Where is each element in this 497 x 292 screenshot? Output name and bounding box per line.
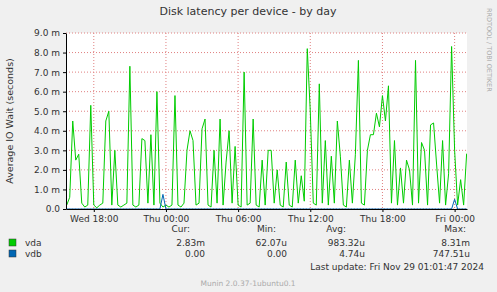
x-tick: Thu 12:00 <box>287 209 334 224</box>
stats-header: Min: <box>257 224 276 234</box>
stats-value: 4.74u <box>339 249 365 259</box>
x-tick-mark <box>455 209 456 212</box>
grid-line-y <box>66 72 467 73</box>
legend: Cur: Min: Avg: Max: vda 2.83m 62.07u 983.32u 8.3… <box>9 224 470 259</box>
grid-line-y <box>66 169 467 170</box>
x-tick: Thu 06:00 <box>215 209 262 224</box>
y-tick-mark <box>63 170 66 171</box>
y-tick-label: 2.0 m <box>34 165 60 175</box>
stats-value: 0.00 <box>267 249 287 259</box>
grid-line-x <box>238 33 239 209</box>
y-tick-label: 5.0 m <box>34 107 60 117</box>
stats-value: 2.83m <box>176 238 205 248</box>
x-tick-label: Wed 18:00 <box>70 214 119 224</box>
grid <box>66 33 467 209</box>
x-tick-mark <box>382 209 383 212</box>
grid-line-y <box>66 52 467 53</box>
watermark: RRDTOOL / TOBI OETIKER <box>485 8 493 92</box>
y-tick: 6.0 m <box>34 87 66 97</box>
x-tick-label: Thu 18:00 <box>359 214 406 224</box>
y-tick: 3.0 m <box>34 146 66 156</box>
series-line <box>67 46 467 207</box>
y-tick: 5.0 m <box>34 107 66 117</box>
legend-swatch <box>9 250 16 257</box>
y-tick-mark <box>63 92 66 93</box>
series-line <box>67 194 467 209</box>
stats-header: Avg: <box>326 224 346 234</box>
stats-value: 983.32u <box>328 238 365 248</box>
x-tick-mark <box>310 209 311 212</box>
y-tick-mark <box>63 150 66 151</box>
chart-svg: Wed 18:00 Thu 00:00 Thu 06:00 Thu 12:00 Thu … <box>0 0 497 292</box>
y-tick-label: 3.0 m <box>34 146 60 156</box>
y-tick-mark <box>63 209 66 210</box>
y-axis-line <box>66 34 67 210</box>
y-tick: 0.0 <box>46 204 66 214</box>
stats-value: 0.00 <box>185 249 205 259</box>
plot-lines <box>67 46 467 209</box>
x-tick: Wed 18:00 <box>70 209 119 224</box>
y-tick: 2.0 m <box>34 165 66 175</box>
y-tick-mark <box>63 111 66 112</box>
y-tick-mark <box>63 189 66 190</box>
y-tick-mark <box>63 53 66 54</box>
x-tick-mark <box>94 209 95 212</box>
y-tick-mark <box>63 33 66 34</box>
legend-label: vdb <box>25 249 42 259</box>
y-axis: 0.0 1.0 m 2.0 m 3.0 m 4.0 m 5.0 m 6.0 m 7.0 m 8.… <box>34 28 66 214</box>
grid-line-x <box>165 33 166 209</box>
y-tick-label: 7.0 m <box>34 67 60 77</box>
x-tick-label: Thu 06:00 <box>215 214 262 224</box>
x-tick-label: Fri 00:00 <box>435 214 475 224</box>
x-tick-label: Thu 12:00 <box>287 214 334 224</box>
stats-header: Max: <box>444 224 466 234</box>
grid-line-y <box>66 111 467 112</box>
grid-line-x <box>382 33 383 209</box>
x-tick-label: Thu 00:00 <box>143 214 190 224</box>
x-tick: Thu 18:00 <box>359 209 406 224</box>
y-tick-label: 9.0 m <box>34 28 60 38</box>
grid-line-y <box>66 91 467 92</box>
stats-value: 62.07u <box>256 238 287 248</box>
legend-swatch <box>9 239 16 246</box>
legend-label: vda <box>25 238 42 248</box>
last-update: Last update: Fri Nov 29 01:01:47 2024 <box>310 262 484 272</box>
x-tick: Thu 00:00 <box>143 209 190 224</box>
y-axis-title: Average IO Wait (seconds) <box>4 58 15 184</box>
y-tick: 9.0 m <box>34 28 66 38</box>
x-tick-mark <box>238 209 239 212</box>
y-tick-mark <box>63 131 66 132</box>
y-tick: 1.0 m <box>34 185 66 195</box>
y-tick: 4.0 m <box>34 126 66 136</box>
x-tick-mark <box>166 209 167 212</box>
footer: Munin 2.0.37-1ubuntu0.1 <box>200 279 295 288</box>
stats-value: 8.31m <box>441 238 470 248</box>
grid-line-y <box>66 33 467 34</box>
y-tick: 7.0 m <box>34 67 66 77</box>
plot-area <box>66 33 467 209</box>
x-tick: Fri 00:00 <box>435 209 475 224</box>
y-tick-label: 6.0 m <box>34 87 60 97</box>
x-axis-line <box>67 209 468 210</box>
y-tick-label: 8.0 m <box>34 48 60 58</box>
y-tick: 8.0 m <box>34 48 66 58</box>
y-tick-label: 0.0 <box>46 204 61 214</box>
y-tick-label: 4.0 m <box>34 126 60 136</box>
grid-line-y <box>66 150 467 151</box>
title: Disk latency per device - by day <box>159 5 337 18</box>
y-tick-mark <box>63 72 66 73</box>
y-tick-label: 1.0 m <box>34 185 60 195</box>
stats-value: 747.51u <box>433 249 470 259</box>
stats-header: Cur: <box>171 224 190 234</box>
background <box>0 0 497 292</box>
x-axis: Wed 18:00 Thu 00:00 Thu 06:00 Thu 12:00 Thu … <box>67 209 476 224</box>
grid-line-y <box>66 130 467 131</box>
